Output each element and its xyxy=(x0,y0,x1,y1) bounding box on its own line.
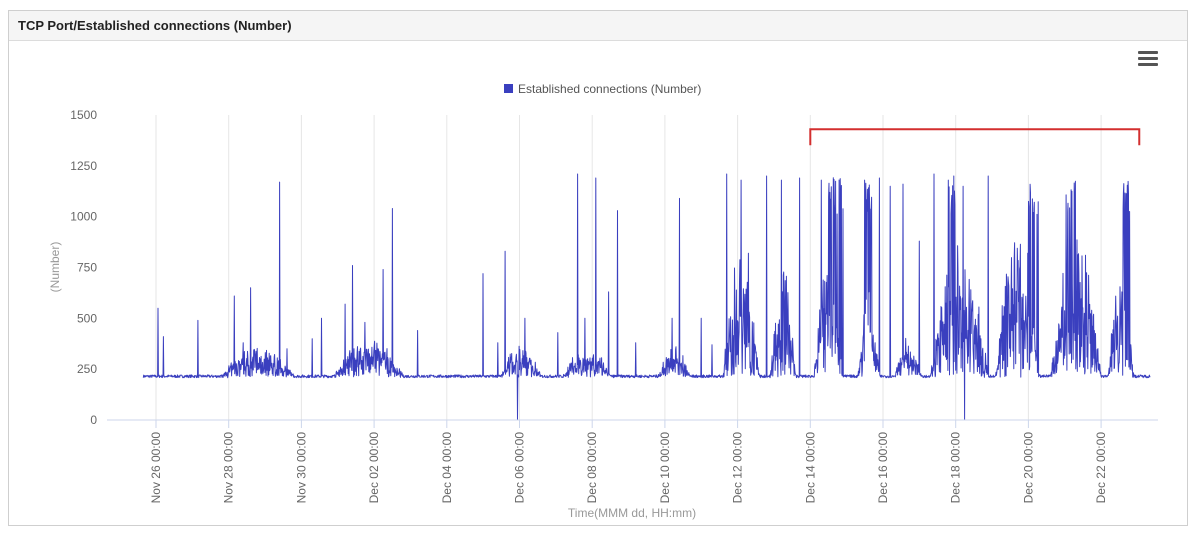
y-tick-label: 500 xyxy=(77,311,97,325)
red-bracket-annotation xyxy=(809,128,1141,146)
x-tick-label: Dec 04 00:00 xyxy=(440,432,454,504)
chart-panel: TCP Port/Established connections (Number… xyxy=(8,10,1188,526)
x-tick-label: Dec 14 00:00 xyxy=(803,432,817,504)
y-tick-label: 1500 xyxy=(70,108,97,122)
x-tick-label: Dec 10 00:00 xyxy=(658,432,672,504)
x-tick-label: Dec 02 00:00 xyxy=(367,432,381,504)
y-tick-label: 0 xyxy=(90,413,97,427)
grid-layer xyxy=(155,115,1102,420)
x-tick-label: Nov 26 00:00 xyxy=(149,432,163,504)
y-axis-ticks: 0 250 500 750 1000 1250 1500 xyxy=(70,108,97,427)
x-tick-label: Dec 12 00:00 xyxy=(731,432,745,504)
x-tick-label: Dec 16 00:00 xyxy=(876,432,890,504)
legend-label: Established connections (Number) xyxy=(518,82,701,96)
x-axis-title: Time(MMM dd, HH:mm) xyxy=(568,506,696,520)
x-tick-label: Nov 30 00:00 xyxy=(294,432,308,504)
legend-swatch xyxy=(504,84,513,93)
y-tick-label: 1000 xyxy=(70,210,97,224)
x-tick-label: Dec 20 00:00 xyxy=(1021,432,1035,504)
x-tick-label: Dec 08 00:00 xyxy=(585,432,599,504)
x-tick-label: Nov 28 00:00 xyxy=(222,432,236,504)
x-axis-ticks: Nov 26 00:00 Nov 28 00:00 Nov 30 00:00 Dec … xyxy=(149,420,1108,503)
y-tick-label: 1250 xyxy=(70,159,97,173)
y-tick-label: 750 xyxy=(77,261,97,275)
hamburger-menu-icon[interactable] xyxy=(1138,51,1158,67)
x-tick-label: Dec 22 00:00 xyxy=(1094,432,1108,504)
panel-title: TCP Port/Established connections (Number… xyxy=(9,11,1187,41)
y-axis-title: (Number) xyxy=(48,242,62,293)
x-tick-label: Dec 06 00:00 xyxy=(513,432,527,504)
series-line xyxy=(142,173,1151,421)
red-bracket-line xyxy=(809,128,1141,146)
y-tick-label: 250 xyxy=(77,362,97,376)
legend[interactable]: Established connections (Number) xyxy=(504,82,701,96)
x-tick-label: Dec 18 00:00 xyxy=(949,432,963,504)
